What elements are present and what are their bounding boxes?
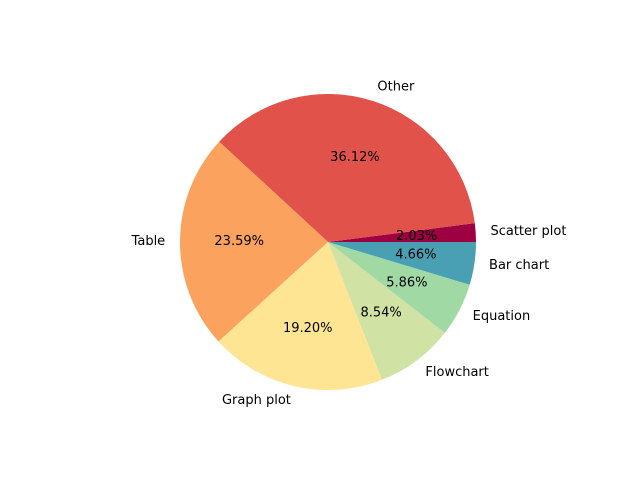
pie-slices: [179, 93, 476, 390]
pie-category-label-flowchart: Flowchart: [425, 365, 488, 380]
pie-slice-graph-plot: [218, 242, 382, 390]
pie-category-label-table: Table: [131, 234, 166, 249]
pie-slice-table: [179, 141, 328, 342]
pie-pct-label-scatter-plot: 2.03%: [396, 229, 437, 244]
pie-slice-bar-chart: [328, 242, 476, 285]
pie-labels: 2.03% Scatter plot 36.12% Other 23.59% Table 1…: [131, 79, 567, 408]
pie-slice-scatter-plot: [328, 223, 476, 242]
pie-slice-flowchart: [328, 242, 445, 380]
pie-pct-label-graph-plot: 19.20%: [283, 321, 333, 336]
pie-category-label-scatter-plot: Scatter plot: [490, 224, 566, 239]
pie-pct-label-bar-chart: 4.66%: [395, 247, 436, 262]
pie-category-label-graph-plot: Graph plot: [222, 393, 291, 408]
pie-pct-label-flowchart: 8.54%: [360, 306, 401, 321]
pie-category-label-bar-chart: Bar chart: [489, 258, 549, 273]
pie-category-label-equation: Equation: [473, 309, 531, 324]
pie-category-label-other: Other: [377, 79, 415, 94]
pie-pct-label-table: 23.59%: [214, 234, 264, 249]
pie-pct-label-other: 36.12%: [330, 150, 380, 165]
pie-slice-other: [219, 93, 475, 242]
pie-slice-equation: [328, 242, 470, 333]
pie-pct-label-equation: 5.86%: [386, 275, 427, 290]
